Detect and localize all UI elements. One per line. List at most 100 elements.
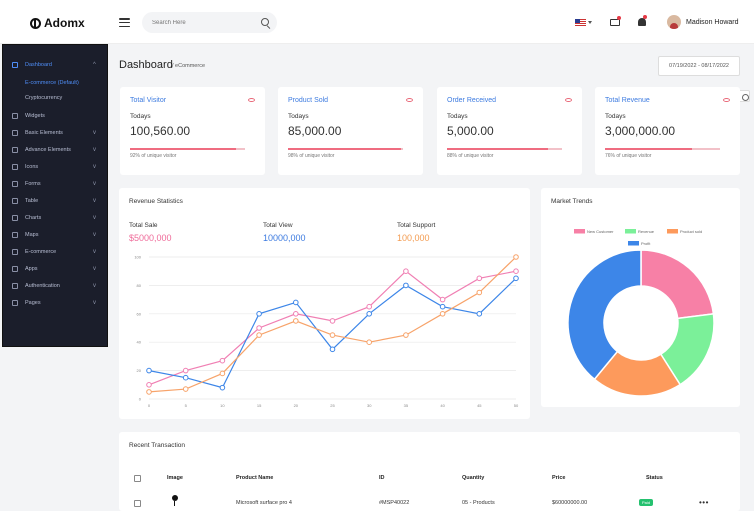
- data-point[interactable]: [366, 339, 372, 345]
- data-point[interactable]: [403, 332, 409, 338]
- column-header-status: Status: [646, 475, 663, 481]
- data-point[interactable]: [366, 303, 372, 310]
- transaction-id: #MSP40022: [379, 500, 410, 506]
- chevron-down-icon: v: [93, 283, 96, 289]
- eye-icon[interactable]: [248, 98, 255, 102]
- us-flag-icon[interactable]: [575, 19, 586, 26]
- data-point[interactable]: [256, 325, 262, 331]
- sidebar-item-table[interactable]: Table v: [3, 195, 109, 207]
- sidebar-subitem-ecommerce-default[interactable]: E-commerce (Default): [25, 80, 79, 86]
- legend-swatch: [628, 241, 639, 246]
- data-point[interactable]: [513, 268, 519, 274]
- data-point[interactable]: [403, 268, 409, 274]
- brand-name: Adomx: [44, 16, 85, 30]
- data-point[interactable]: [256, 311, 262, 317]
- data-point[interactable]: [146, 389, 152, 395]
- data-point[interactable]: [366, 311, 372, 317]
- search-icon[interactable]: [261, 18, 269, 26]
- data-point[interactable]: [329, 332, 336, 338]
- sidebar-item-icons[interactable]: Icons v: [3, 161, 109, 173]
- y-tick-label: 0: [139, 397, 142, 402]
- stat-card-total-visitor: Total Visitor Todays 100,560.00 92% of u…: [120, 87, 265, 175]
- column-header-product: Product Name: [236, 475, 274, 481]
- data-point[interactable]: [293, 311, 299, 317]
- eye-icon[interactable]: [723, 98, 730, 102]
- data-point[interactable]: [439, 311, 446, 317]
- eye-icon[interactable]: [565, 98, 572, 102]
- data-point[interactable]: [476, 275, 483, 282]
- mail-icon[interactable]: [610, 19, 620, 26]
- sidebar-item-label: Maps: [25, 232, 39, 238]
- more-options-icon[interactable]: •••: [699, 498, 709, 507]
- stat-card-product-sold: Product Sold Todays 85,000.00 98% of uni…: [278, 87, 423, 175]
- sidebar-item-charts[interactable]: Charts v: [3, 212, 109, 224]
- avatar[interactable]: [667, 15, 681, 29]
- progress-bar: [605, 148, 720, 150]
- data-point[interactable]: [439, 303, 446, 310]
- sidebar-item-widgets[interactable]: Widgets: [3, 110, 109, 122]
- sidebar-item-authentication[interactable]: Authentication v: [3, 280, 109, 292]
- data-point[interactable]: [182, 386, 189, 392]
- data-point[interactable]: [476, 311, 483, 317]
- data-point[interactable]: [182, 374, 189, 381]
- sidebar-item-pages[interactable]: Pages v: [3, 297, 109, 309]
- cart-icon: [12, 249, 18, 255]
- data-point[interactable]: [293, 318, 299, 324]
- legend-label: New Customer: [587, 229, 614, 234]
- data-point[interactable]: [182, 367, 189, 374]
- data-point[interactable]: [513, 254, 519, 260]
- data-point[interactable]: [146, 382, 152, 388]
- data-point[interactable]: [256, 332, 262, 338]
- user-name[interactable]: Madison Howard: [686, 19, 739, 26]
- sidebar-subitem-cryptocurrency[interactable]: Cryptocurrency: [25, 95, 63, 101]
- table-icon: [12, 198, 18, 204]
- sidebar-item-forms[interactable]: Forms v: [3, 178, 109, 190]
- data-point[interactable]: [476, 289, 483, 296]
- data-point[interactable]: [439, 296, 446, 303]
- donut-slice[interactable]: [567, 249, 642, 381]
- x-tick-label: 25: [330, 403, 335, 408]
- data-point[interactable]: [329, 346, 336, 353]
- progress-bar: [130, 148, 245, 150]
- data-point[interactable]: [219, 357, 226, 364]
- menu-toggle-icon[interactable]: [119, 18, 130, 27]
- data-point[interactable]: [146, 367, 152, 374]
- sidebar-item-dashboard[interactable]: Dashboard ^: [3, 59, 109, 71]
- stat-title: Order Received: [447, 97, 497, 104]
- logo[interactable]: Adomx: [30, 16, 85, 30]
- data-point[interactable]: [329, 318, 336, 324]
- chevron-down-icon[interactable]: [588, 21, 592, 24]
- sidebar-item-apps[interactable]: Apps v: [3, 263, 109, 275]
- sidebar-item-maps[interactable]: Maps v: [3, 229, 109, 241]
- stat-card-order-received: Order Received Todays 5,000.00 88% of un…: [437, 87, 582, 175]
- sidebar-item-advance-elements[interactable]: Advance Elements v: [3, 144, 109, 156]
- sidebar-item-label: Advance Elements: [25, 147, 71, 153]
- data-point[interactable]: [513, 275, 519, 282]
- select-all-checkbox[interactable]: [134, 475, 141, 482]
- product-name: Microsoft surface pro 4: [236, 500, 292, 506]
- stat-note: 92% of unique visitor: [130, 153, 177, 159]
- data-point[interactable]: [219, 384, 226, 391]
- sidebar-item-ecommerce[interactable]: E-commerce v: [3, 246, 109, 258]
- x-tick-label: 10: [220, 403, 225, 408]
- x-tick-label: 15: [257, 403, 262, 408]
- chevron-up-icon: ^: [93, 62, 96, 68]
- sidebar-item-label: E-commerce: [25, 249, 57, 255]
- stat-card-total-revenue: Total Revenue Todays 3,000,000.00 76% of…: [595, 87, 740, 175]
- data-point[interactable]: [403, 282, 409, 289]
- breadcrumb[interactable]: / eCommerce: [172, 63, 206, 69]
- quantity: 05 - Products: [462, 500, 495, 506]
- x-tick-label: 20: [294, 403, 299, 408]
- layers-icon: [12, 147, 18, 153]
- bell-icon[interactable]: [638, 18, 646, 26]
- date-range-picker[interactable]: 07/19/2022 - 08/17/2022: [658, 56, 740, 76]
- search-input[interactable]: [152, 17, 252, 28]
- row-checkbox[interactable]: [134, 500, 141, 507]
- price: $60000000.00: [552, 500, 588, 506]
- donut-slice[interactable]: [640, 249, 715, 320]
- data-point[interactable]: [219, 370, 226, 377]
- gear-icon[interactable]: [738, 90, 750, 102]
- sidebar-item-basic-elements[interactable]: Basic Elements v: [3, 127, 109, 139]
- eye-icon[interactable]: [406, 98, 413, 102]
- data-point[interactable]: [293, 299, 299, 306]
